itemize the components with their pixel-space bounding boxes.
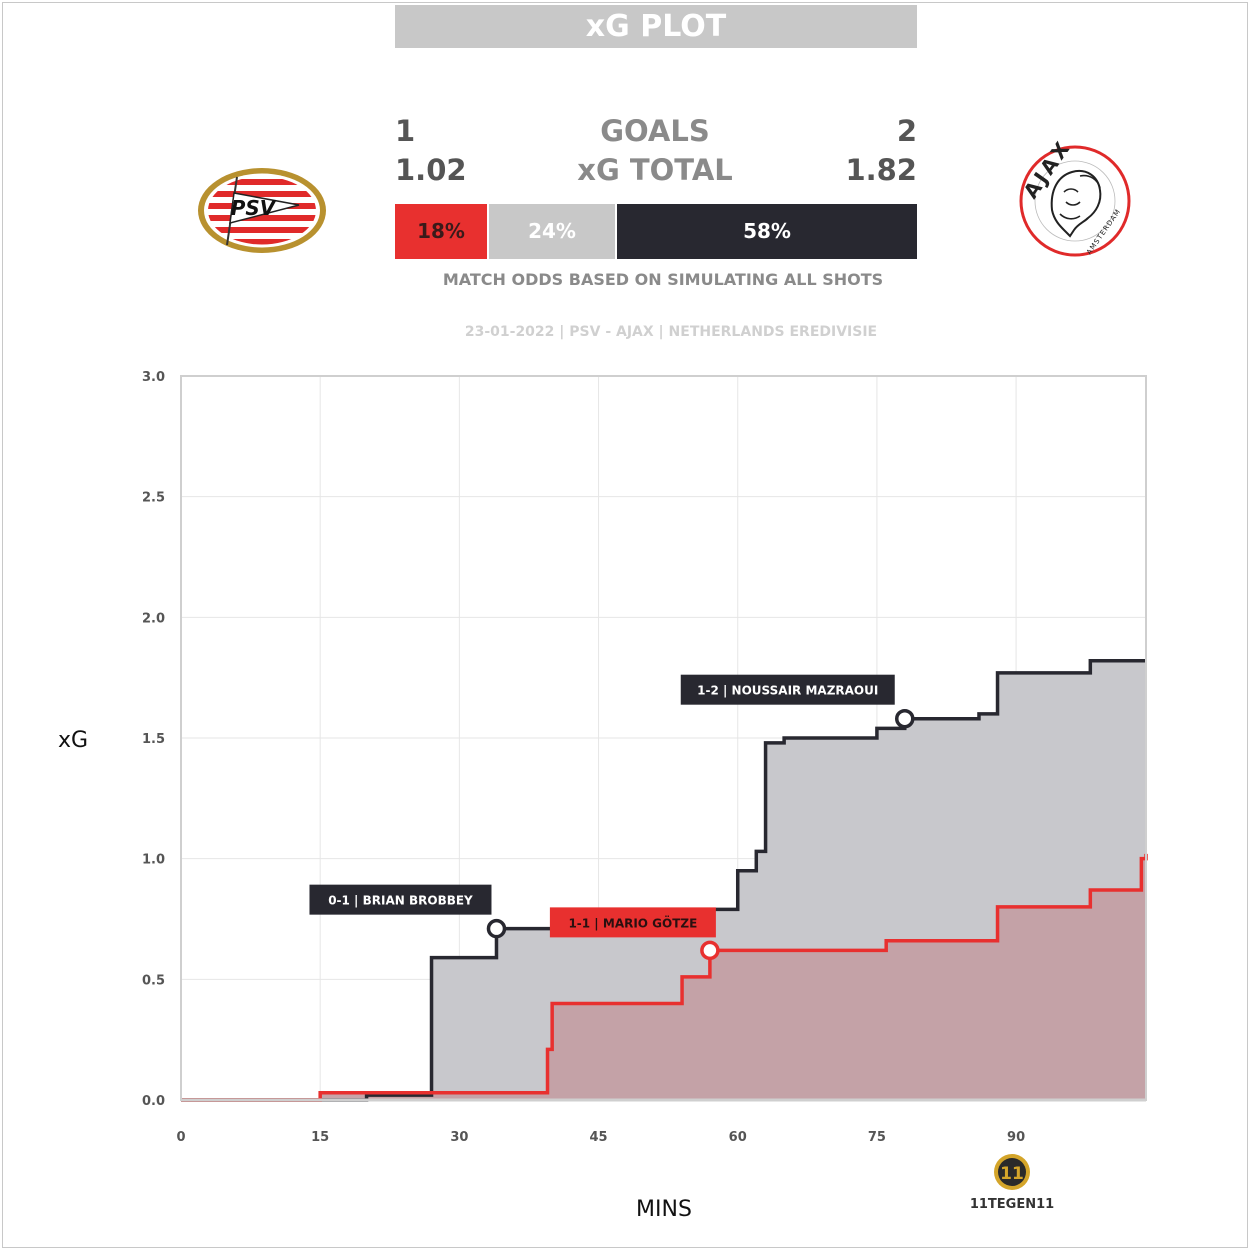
goal-label-box <box>549 907 716 938</box>
chart-annotations: 0-1 | BRIAN BROBBEY 1-1 | MARIO GÖTZE 1-2 … <box>309 674 915 961</box>
away-xg-total: 1.82 <box>845 153 917 187</box>
goal-label: 0-1 | BRIAN BROBBEY <box>328 894 473 908</box>
goal-label-box <box>680 674 895 705</box>
y-tick-label: 0.0 <box>142 1094 165 1109</box>
x-tick-label: 75 <box>868 1130 886 1145</box>
home-win-odds: 18% <box>395 204 487 259</box>
goal-label: 1-2 | NOUSSAIR MAZRAOUI <box>697 684 878 698</box>
x-tick-label: 30 <box>450 1130 468 1145</box>
ajax-logo: AJAX AMSTERDAM <box>1017 140 1133 259</box>
odds-note: MATCH ODDS BASED ON SIMULATING ALL SHOTS <box>442 270 884 289</box>
goal-label-box <box>309 884 492 915</box>
y-tick-label: 1.0 <box>142 853 165 868</box>
x-tick-label: 90 <box>1007 1130 1025 1145</box>
goal-marker <box>895 708 915 729</box>
home-xg-area <box>181 853 1146 1100</box>
y-tick-label: 1.5 <box>142 732 165 747</box>
away-goals: 2 <box>896 114 917 148</box>
goal-marker <box>700 940 720 961</box>
y-tick-label: 2.5 <box>142 491 165 506</box>
chart-fills <box>181 660 1146 1100</box>
y-tick-label: 3.0 <box>142 370 165 385</box>
match-odds-bar: 18% 24% 58% <box>395 204 917 259</box>
psv-logo-text: PSV <box>231 196 277 220</box>
y-axis-label: xG <box>58 728 88 753</box>
y-tick-label: 2.0 <box>142 611 165 626</box>
brand-logo: 11 11TEGEN11 <box>970 1154 1054 1212</box>
home-xg-total: 1.02 <box>395 153 467 187</box>
x-tick-label: 45 <box>590 1130 608 1145</box>
x-axis-label: MINS <box>636 1197 692 1222</box>
psv-logo: PSV <box>198 168 326 253</box>
goal-marker <box>486 918 507 939</box>
draw-odds: 24% <box>489 204 615 259</box>
x-tick-label: 15 <box>311 1130 329 1145</box>
chart-title: xG PLOT <box>395 5 917 48</box>
home-goals: 1 <box>395 114 416 148</box>
goal-label: 1-1 | MARIO GÖTZE <box>568 915 697 930</box>
match-info: 23-01-2022 | PSV - AJAX | NETHERLANDS ER… <box>464 324 878 340</box>
svg-text:11: 11 <box>1000 1164 1024 1184</box>
goals-label: GOALS <box>600 114 710 148</box>
brand-text: 11TEGEN11 <box>970 1197 1054 1212</box>
x-tick-label: 60 <box>729 1130 747 1145</box>
chart-axes: 0.0 0.5 1.0 1.5 2.0 2.5 3.0 0 15 30 45 60 75 90 <box>142 370 1147 1145</box>
x-tick-label: 0 <box>176 1130 185 1145</box>
away-win-odds: 58% <box>617 204 917 259</box>
xg-total-label: xG TOTAL <box>577 153 733 187</box>
y-tick-label: 0.5 <box>142 973 165 988</box>
away-xg-line <box>181 659 1146 1102</box>
